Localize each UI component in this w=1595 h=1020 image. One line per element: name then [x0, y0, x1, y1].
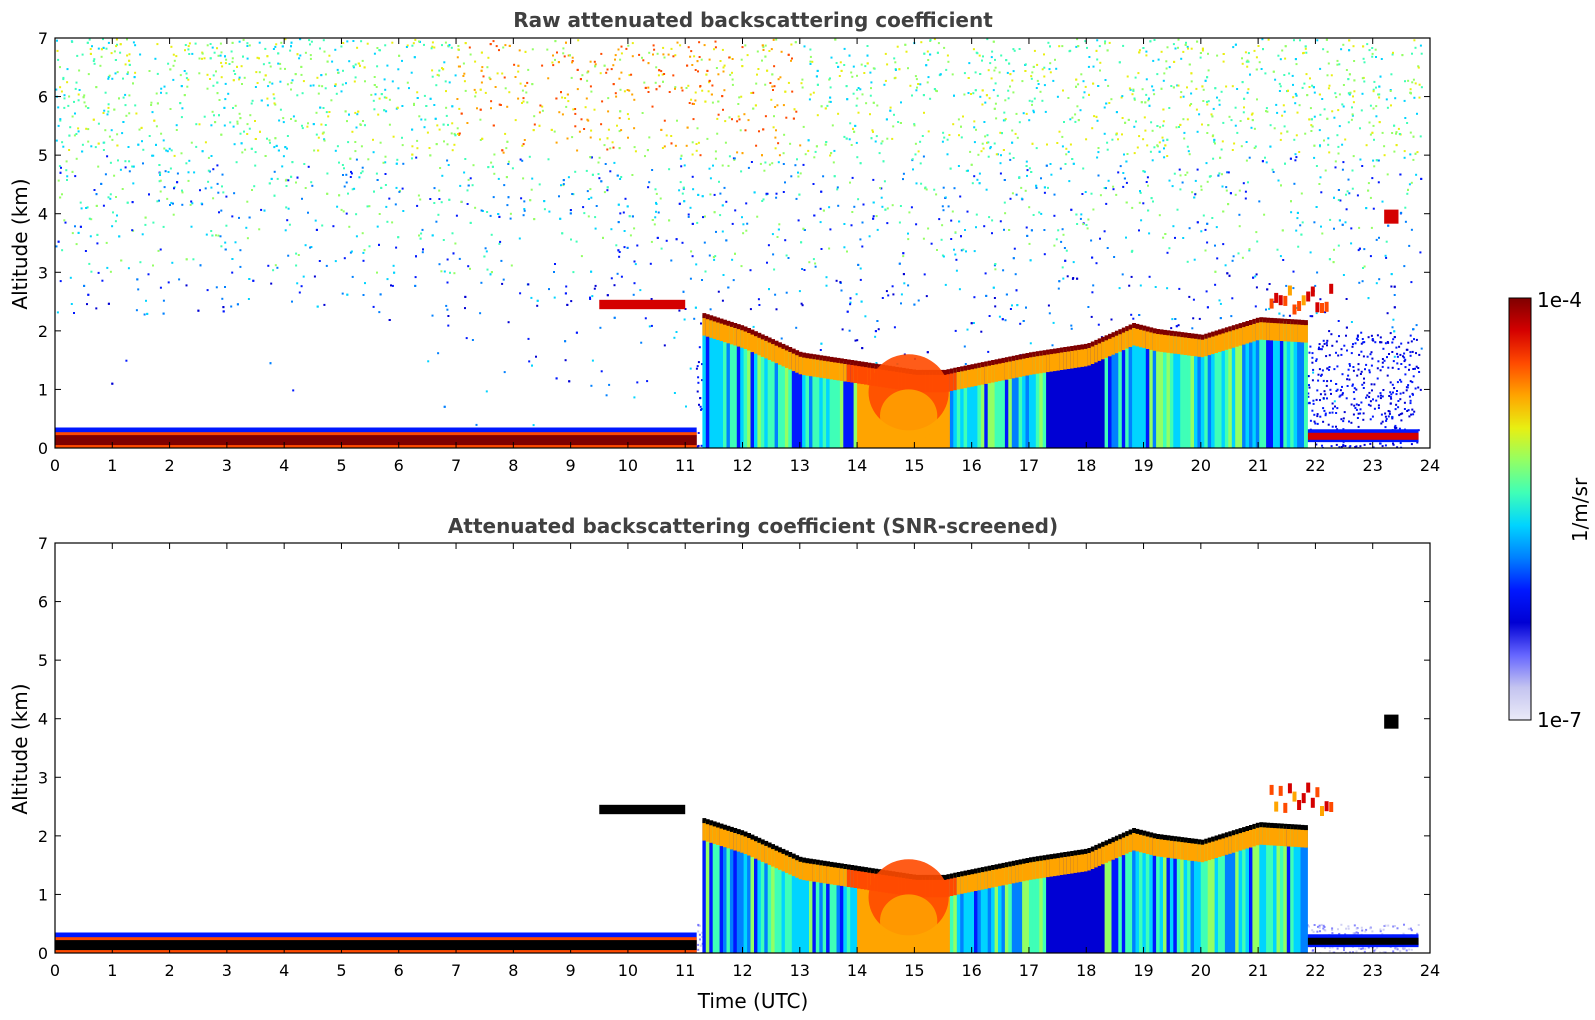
backscatter-field [55, 714, 1420, 953]
residual-layer [599, 804, 686, 815]
x-tick-label: 15 [904, 961, 924, 980]
y-tick-label: 5 [38, 651, 48, 670]
residual-layer [599, 299, 686, 310]
screened-panel-plot-area: 0 1 2 3 4 5 6 7 8 9 10 11 12 13 14 15 16 17 18 19 20 21 22 23 24… [38, 534, 1440, 980]
y-tick-label: 4 [38, 710, 48, 729]
x-tick-label: 24 [1420, 961, 1440, 980]
x-tick-label: 4 [279, 456, 289, 475]
x-tick-label: 4 [279, 961, 289, 980]
x-tick-label: 1 [107, 961, 117, 980]
elevated-aerosol [1269, 283, 1334, 315]
x-tick-label: 7 [451, 456, 461, 475]
raw-panel-plot-area: 0 1 2 3 4 5 6 7 8 9 10 11 12 13 14 15 16 17 18 19 20 21 22 23 24… [38, 29, 1440, 475]
surface-layer [55, 427, 1419, 448]
y-tick-label: 6 [38, 593, 48, 612]
elevated-aerosol [1269, 782, 1334, 816]
x-tick-label: 0 [50, 456, 60, 475]
x-tick-label: 18 [1076, 961, 1096, 980]
x-tick-label: 9 [566, 961, 576, 980]
raw-panel-title: Raw attenuated backscattering coefficien… [513, 8, 993, 32]
x-tick-label: 3 [222, 456, 232, 475]
x-tick-label: 21 [1248, 456, 1268, 475]
x-tick-label: 8 [508, 456, 518, 475]
y-tick-label: 3 [38, 263, 48, 282]
x-tick-label: 19 [1133, 456, 1153, 475]
colorbar-gradient [1508, 297, 1532, 721]
x-tick-label: 22 [1305, 456, 1325, 475]
y-tick-label: 0 [38, 439, 48, 458]
colorbar-max-label: 1e-4 [1537, 288, 1582, 312]
y-tick-label: 0 [38, 944, 48, 963]
screened-panel-y-axis-label: Altitude (km) [8, 683, 32, 814]
x-tick-label: 5 [336, 456, 346, 475]
x-tick-label: 11 [675, 456, 695, 475]
x-tick-label: 22 [1305, 961, 1325, 980]
x-tick-label: 20 [1191, 961, 1211, 980]
backscatter-field [55, 38, 1423, 448]
y-tick-label: 4 [38, 205, 48, 224]
x-tick-label: 2 [164, 961, 174, 980]
x-tick-label: 23 [1363, 456, 1383, 475]
y-tick-label: 6 [38, 88, 48, 107]
x-tick-label: 18 [1076, 456, 1096, 475]
colorbar: 1e-4 1e-7 1/m/sr [1508, 288, 1592, 732]
boundary-layer [702, 818, 1308, 953]
screened-backscatter-panel: Attenuated backscattering coefficient (S… [8, 514, 1440, 1013]
x-tick-label: 9 [566, 456, 576, 475]
y-tick-label: 2 [38, 827, 48, 846]
x-tick-label: 2 [164, 456, 174, 475]
x-tick-label: 13 [790, 961, 810, 980]
y-tick-label: 3 [38, 768, 48, 787]
y-tick-label: 1 [38, 885, 48, 904]
cloud [1384, 209, 1399, 224]
y-tick-label: 5 [38, 146, 48, 165]
x-tick-label: 11 [675, 961, 695, 980]
x-tick-label: 23 [1363, 961, 1383, 980]
x-tick-label: 17 [1019, 456, 1039, 475]
x-tick-label: 14 [847, 961, 867, 980]
boundary-layer [702, 313, 1308, 448]
x-tick-label: 16 [961, 456, 981, 475]
x-tick-label: 10 [618, 456, 638, 475]
raw-panel-y-axis-label: Altitude (km) [8, 178, 32, 309]
x-tick-label: 14 [847, 456, 867, 475]
screened-panel-title: Attenuated backscattering coefficient (S… [448, 514, 1058, 538]
x-tick-label: 15 [904, 456, 924, 475]
x-tick-label: 16 [961, 961, 981, 980]
colorbar-unit-label: 1/m/sr [1568, 477, 1592, 542]
colorbar-min-label: 1e-7 [1537, 708, 1582, 732]
x-tick-label: 12 [732, 961, 752, 980]
x-tick-label: 24 [1420, 456, 1440, 475]
x-tick-label: 0 [50, 961, 60, 980]
x-axis-label: Time (UTC) [697, 989, 809, 1013]
x-tick-label: 13 [790, 456, 810, 475]
x-tick-label: 8 [508, 961, 518, 980]
x-tick-label: 12 [732, 456, 752, 475]
y-tick-label: 7 [38, 534, 48, 553]
x-tick-label: 10 [618, 961, 638, 980]
raw-backscatter-panel: Raw attenuated backscattering coefficien… [8, 8, 1440, 475]
x-tick-label: 7 [451, 961, 461, 980]
y-tick-label: 7 [38, 29, 48, 48]
y-tick-label: 1 [38, 380, 48, 399]
x-tick-label: 19 [1133, 961, 1153, 980]
x-tick-label: 21 [1248, 961, 1268, 980]
x-tick-label: 6 [394, 456, 404, 475]
cloud [1384, 714, 1399, 729]
x-tick-label: 3 [222, 961, 232, 980]
x-tick-label: 20 [1191, 456, 1211, 475]
y-tick-label: 2 [38, 322, 48, 341]
x-tick-label: 17 [1019, 961, 1039, 980]
x-tick-label: 1 [107, 456, 117, 475]
x-tick-label: 5 [336, 961, 346, 980]
x-tick-label: 6 [394, 961, 404, 980]
